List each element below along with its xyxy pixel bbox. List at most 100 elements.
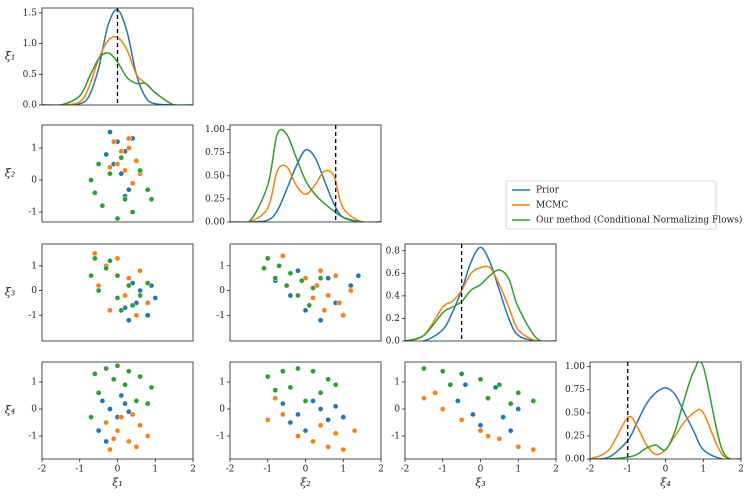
- scatter-point: [118, 154, 125, 161]
- y-tick-label: 1.0: [23, 39, 38, 49]
- scatter-point: [317, 389, 324, 396]
- density-line: [405, 265, 556, 341]
- y-tick-label: 0.2: [386, 314, 400, 324]
- x-axis-label: ξ₁: [112, 476, 122, 489]
- scatter-point: [114, 272, 121, 279]
- scatter-point: [129, 209, 136, 215]
- scatter-point: [103, 365, 110, 372]
- x-tick-label: 1: [340, 465, 346, 475]
- scatter-point: [470, 411, 476, 418]
- scatter-point: [276, 262, 282, 269]
- scatter-point: [110, 138, 117, 145]
- scatter-point: [317, 317, 324, 324]
- scatter-point: [306, 302, 313, 309]
- scatter-point: [148, 196, 155, 203]
- scatter-point: [332, 272, 339, 279]
- panel: -1 0 1 -2 -1 0 1 2 ξ₃: [391, 361, 559, 489]
- scatter-point: [125, 135, 132, 142]
- scatter-point: [133, 312, 140, 319]
- scatter-point: [507, 427, 514, 434]
- scatter-point: [107, 307, 113, 314]
- scatter-point: [92, 190, 98, 196]
- scatter-point: [310, 438, 316, 445]
- y-tick-label: 0.25: [205, 194, 225, 204]
- x-tick-label: 0: [478, 465, 484, 475]
- scatter-point: [107, 406, 113, 412]
- x-tick-label: 1: [700, 465, 706, 475]
- scatter-point: [340, 446, 347, 453]
- y-tick-label: 0.75: [205, 148, 225, 158]
- x-tick-label: 0: [663, 465, 669, 475]
- plot-area: [590, 362, 741, 459]
- y-tick-label: 0.6: [386, 269, 401, 279]
- scatter-point: [477, 422, 484, 429]
- scatter-point: [110, 435, 117, 442]
- y-axis-label: ξ₁: [5, 50, 15, 63]
- scatter-point: [477, 427, 484, 434]
- y-tick-label: 1: [31, 377, 37, 387]
- scatter-point: [310, 295, 316, 301]
- scatter-point: [95, 287, 102, 294]
- scatter-point: [133, 398, 140, 404]
- scatter-point: [129, 302, 136, 309]
- panel: -1 0 1: [216, 243, 382, 342]
- scatter-point: [317, 267, 324, 274]
- scatter-point: [280, 253, 286, 259]
- scatter-point: [317, 275, 324, 281]
- scatter-point: [325, 443, 331, 450]
- scatter-point: [137, 422, 143, 429]
- scatter-point: [280, 368, 286, 375]
- scatter-point: [458, 416, 465, 423]
- scatter-point: [507, 400, 514, 407]
- x-tick-label: -1: [263, 465, 272, 475]
- panel-frame: [41, 361, 194, 460]
- panel: 0.00 0.25 0.50 0.75 1.00: [205, 124, 382, 228]
- scatter-point: [88, 272, 94, 279]
- scatter-point: [462, 381, 469, 388]
- scatter-point: [114, 362, 121, 369]
- x-tick-label: -2: [38, 465, 47, 475]
- scatter-point: [122, 381, 128, 388]
- y-tick-label: 1: [219, 377, 225, 387]
- scatter-point: [133, 443, 140, 450]
- x-axis-label: ξ₃: [475, 476, 485, 489]
- scatter-point: [125, 186, 132, 193]
- scatter-point: [125, 368, 132, 375]
- y-tick-label: 0.0: [23, 101, 38, 111]
- y-tick-label: -1: [28, 208, 37, 218]
- plot-area: [421, 365, 537, 453]
- scatter-point: [295, 365, 301, 372]
- x-axis-label: ξ₂: [300, 476, 310, 489]
- scatter-point: [114, 215, 121, 222]
- y-tick-label: 0.00: [205, 218, 225, 228]
- y-tick-label: -1: [28, 311, 37, 321]
- scatter-point: [317, 422, 324, 429]
- scatter-point: [280, 400, 286, 407]
- panel: -1 0 1 -2 -1 0 1 2 ξ₂: [216, 361, 384, 489]
- legend-box: [505, 180, 717, 230]
- scatter-point: [144, 300, 151, 306]
- y-tick-label: 0.5: [23, 70, 38, 80]
- y-tick-label: 0.00: [565, 455, 585, 465]
- density-line: [230, 128, 381, 222]
- density-line: [405, 269, 556, 341]
- y-tick-label: 1: [31, 144, 37, 154]
- panel-frame: [41, 124, 194, 223]
- x-tick-label: 2: [738, 465, 744, 475]
- x-tick-label: 2: [190, 465, 196, 475]
- y-tick-label: 1.5: [23, 8, 38, 18]
- scatter-point: [107, 446, 113, 453]
- density-line: [42, 52, 193, 105]
- legend-label: Our method (Conditional Normalizing Flow…: [536, 215, 742, 226]
- scatter-point: [125, 275, 132, 281]
- scatter-point: [144, 400, 151, 407]
- scatter-point: [118, 307, 125, 314]
- panel-frame: [41, 7, 194, 106]
- panel-frame: [589, 361, 742, 460]
- scatter-point: [310, 368, 316, 375]
- scatter-point: [515, 389, 522, 396]
- scatter-point: [530, 398, 537, 404]
- y-tick-label: 1: [394, 377, 400, 387]
- scatter-point: [332, 430, 339, 437]
- x-axis-label: ξ₄: [660, 476, 670, 489]
